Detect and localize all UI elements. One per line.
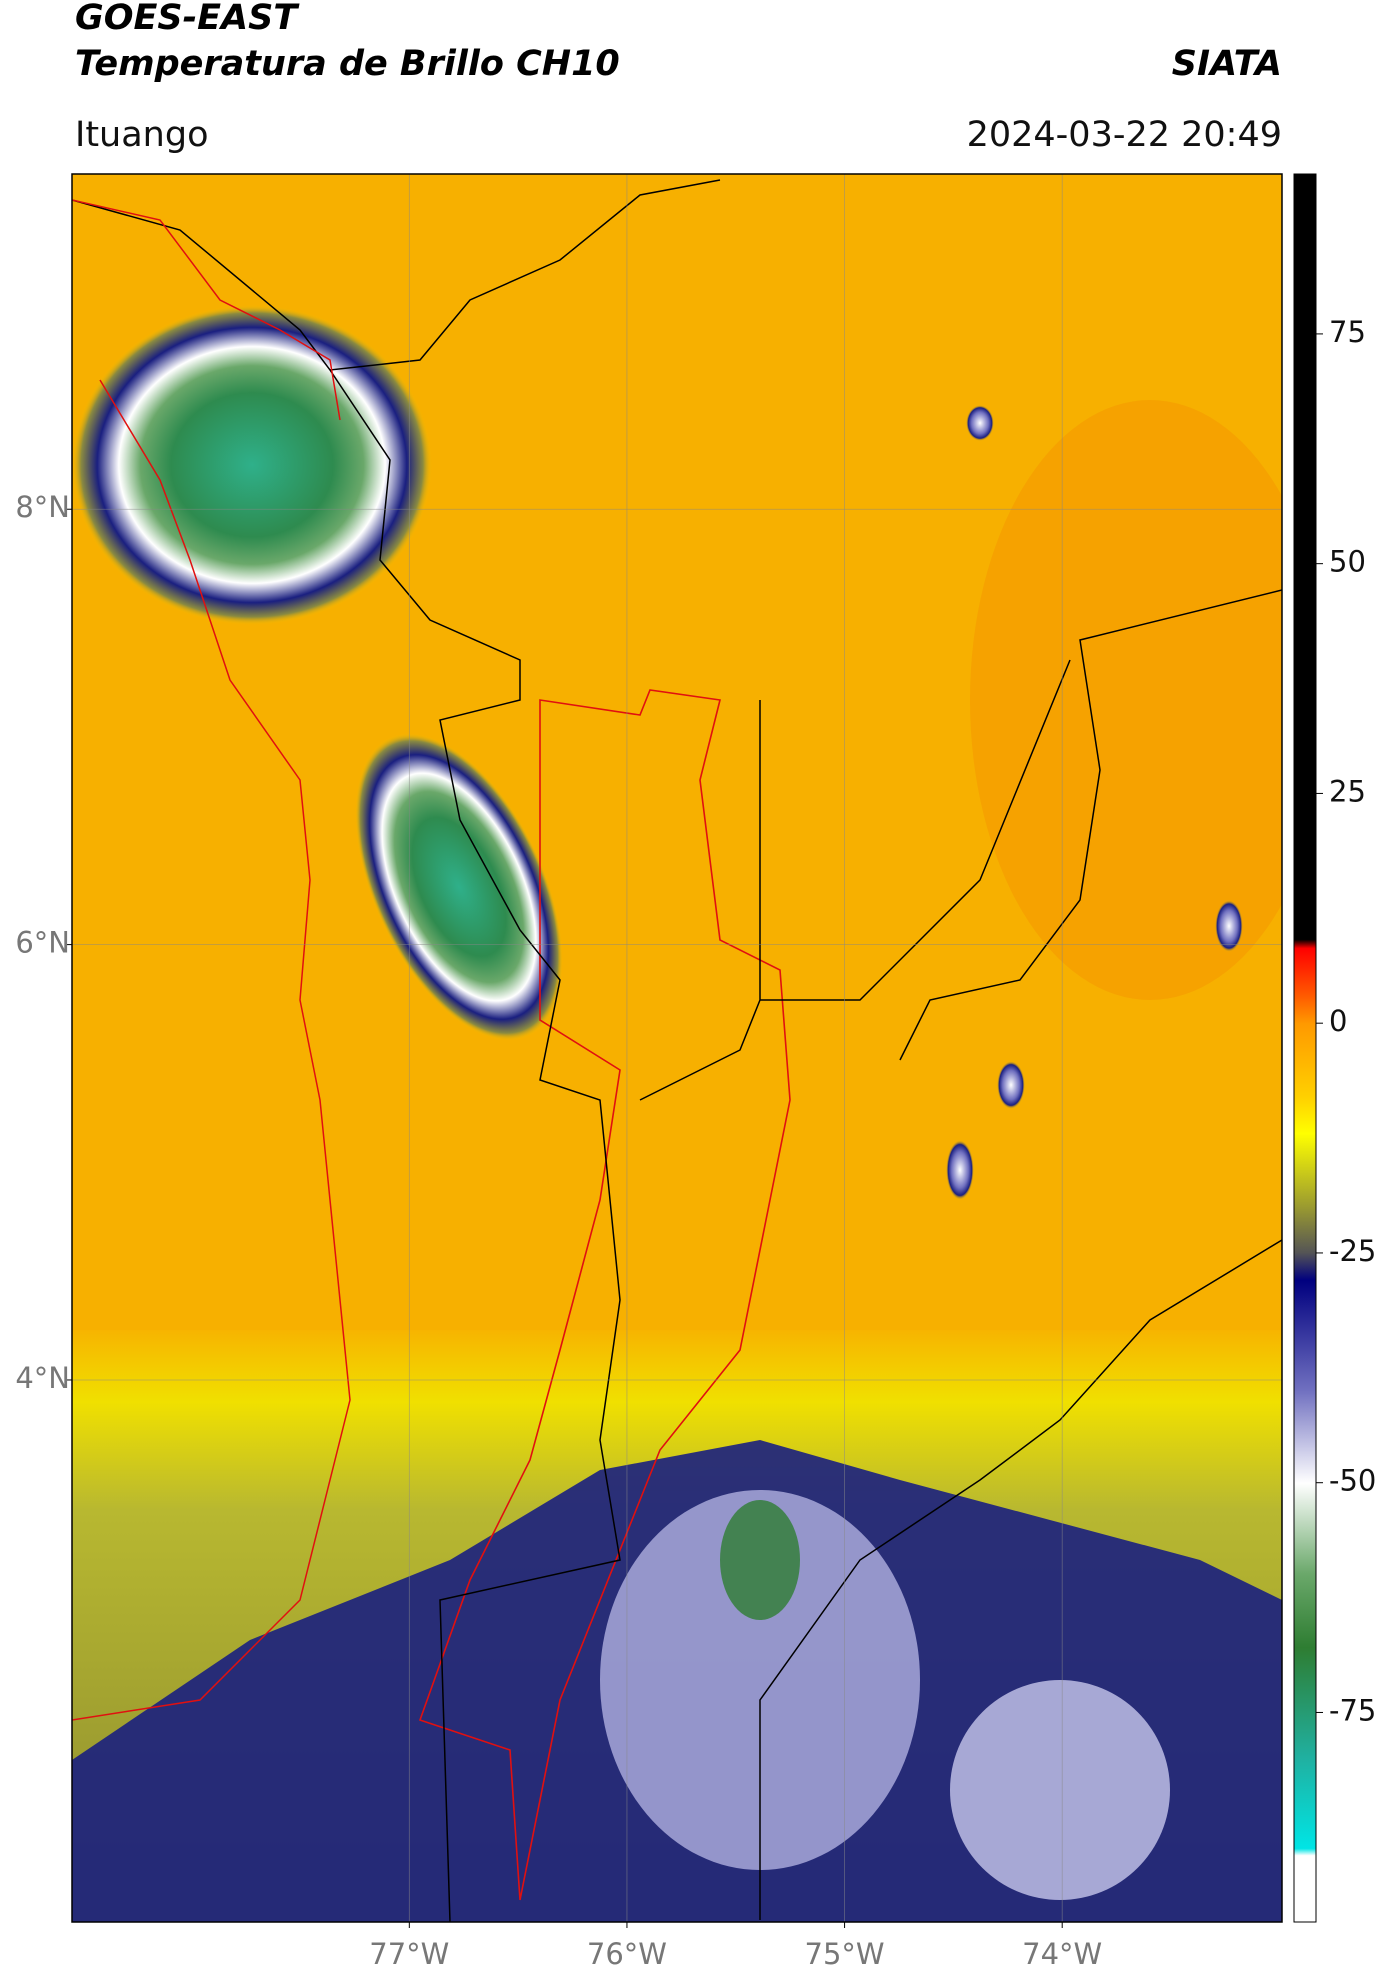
map-frame <box>71 173 1283 1923</box>
brand: SIATA <box>1172 44 1282 84</box>
colorbar-tick-label: 0 <box>1329 1004 1347 1038</box>
x-tick-label: 77°W <box>369 1937 449 1971</box>
location: Ituango <box>75 115 209 155</box>
cloud-core <box>950 1680 1170 1900</box>
storm-cell <box>946 1140 974 1200</box>
cloud-core <box>720 1500 800 1620</box>
admin-border <box>72 179 1282 1922</box>
colorbar <box>1293 173 1317 1923</box>
warm-area <box>970 400 1282 1000</box>
basin-outline <box>418 689 791 1901</box>
x-tick-label: 76°W <box>587 1937 667 1971</box>
storm-cell <box>997 1061 1025 1109</box>
title: GOES-EAST <box>75 0 300 38</box>
colorbar-tick-label: 25 <box>1329 774 1366 808</box>
cloud-core <box>600 1490 920 1870</box>
colorbar-tick-label: -50 <box>1329 1464 1376 1498</box>
timestamp: 2024-03-22 20:49 <box>967 115 1282 155</box>
colorbar-tick-label: 50 <box>1329 545 1366 579</box>
subtitle: Temperatura de Brillo CH10 <box>75 44 620 84</box>
coastline <box>72 199 351 1721</box>
storm <box>72 305 432 625</box>
y-tick-label: 8°N <box>15 490 70 524</box>
map <box>72 174 1282 1922</box>
storm <box>355 733 563 1041</box>
storm-cell <box>966 405 994 441</box>
x-tick-label: 74°W <box>1022 1937 1102 1971</box>
storm-cell <box>1215 900 1243 952</box>
x-tick-label: 75°W <box>805 1937 885 1971</box>
colorbar-tick-label: -25 <box>1329 1234 1376 1268</box>
y-tick-label: 6°N <box>15 926 70 960</box>
grid <box>72 174 1282 1922</box>
y-tick-label: 4°N <box>15 1361 70 1395</box>
colorbar-tick-label: -75 <box>1329 1693 1376 1727</box>
colorbar-tick-label: 75 <box>1329 315 1366 349</box>
